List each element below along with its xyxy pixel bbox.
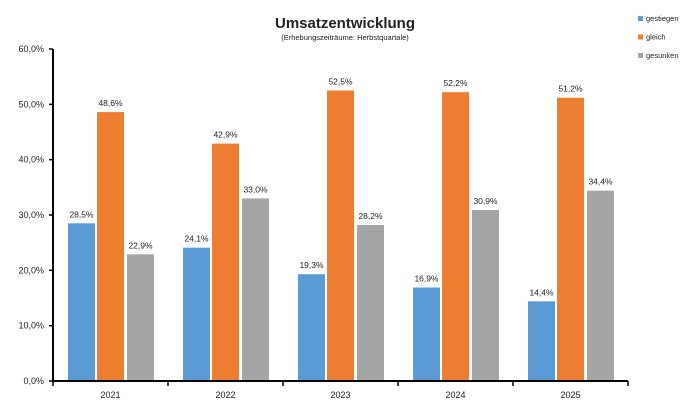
chart-title: Umsatzentwicklung (275, 15, 415, 32)
data-label: 14,4% (529, 287, 554, 297)
legend-swatch-gleich (638, 34, 643, 40)
y-tick-label: 50,0% (18, 99, 44, 109)
bar-gestiegen-2022 (183, 247, 210, 381)
bar-gleich-2023 (327, 90, 354, 381)
y-tick-label: 30,0% (18, 210, 44, 220)
data-label: 33,0% (243, 184, 268, 194)
data-label: 28,5% (69, 209, 94, 219)
bar-gesunken-2024 (472, 210, 499, 381)
data-label: 52,5% (328, 77, 353, 87)
bar-gestiegen-2021 (68, 223, 95, 381)
y-tick-label: 10,0% (18, 321, 44, 331)
x-tick-label: 2024 (445, 390, 465, 400)
data-label: 42,9% (213, 130, 238, 140)
x-tick-label: 2021 (100, 390, 120, 400)
data-label: 34,4% (588, 177, 613, 187)
data-label: 16,9% (414, 273, 439, 283)
data-label: 30,9% (473, 196, 498, 206)
bar-gesunken-2021 (127, 254, 154, 381)
bar-gleich-2025 (557, 97, 584, 382)
bar-gestiegen-2025 (528, 301, 555, 381)
data-label: 22,9% (128, 240, 153, 250)
bar-gleich-2022 (212, 143, 239, 381)
x-tick-label: 2022 (215, 390, 235, 400)
bar-gestiegen-2023 (298, 274, 325, 381)
legend-swatch-gesunken (638, 53, 643, 58)
legend-label-gleich: gleich (646, 33, 666, 42)
data-label: 19,3% (299, 260, 324, 270)
y-tick-label: 60,0% (18, 44, 44, 54)
y-tick-label: 0,0% (23, 376, 44, 386)
legend-swatch-gestiegen (638, 16, 643, 21)
legend-label-gesunken: gesunken (646, 51, 679, 60)
data-label: 51,2% (558, 84, 583, 94)
bar-gleich-2024 (442, 92, 469, 381)
chart-subtitle: (Erhebungszeiträume: Herbstquartale) (281, 33, 409, 42)
bar-gestiegen-2024 (413, 287, 440, 381)
x-tick-label: 2025 (560, 390, 580, 400)
data-label: 24,1% (184, 234, 209, 244)
data-label: 28,2% (358, 211, 383, 221)
x-tick-label: 2023 (330, 390, 350, 400)
y-tick-label: 20,0% (18, 265, 44, 275)
data-label: 48,6% (98, 98, 123, 108)
bar-gesunken-2022 (242, 198, 269, 381)
data-label: 52,2% (443, 78, 468, 88)
legend-label-gestiegen: gestiegen (646, 14, 679, 23)
bar-gesunken-2025 (587, 190, 614, 381)
y-tick-label: 40,0% (18, 155, 44, 165)
legend: gestiegen gleich gesunken (638, 14, 679, 60)
bar-gesunken-2023 (357, 224, 384, 381)
bar-gleich-2021 (97, 112, 124, 381)
